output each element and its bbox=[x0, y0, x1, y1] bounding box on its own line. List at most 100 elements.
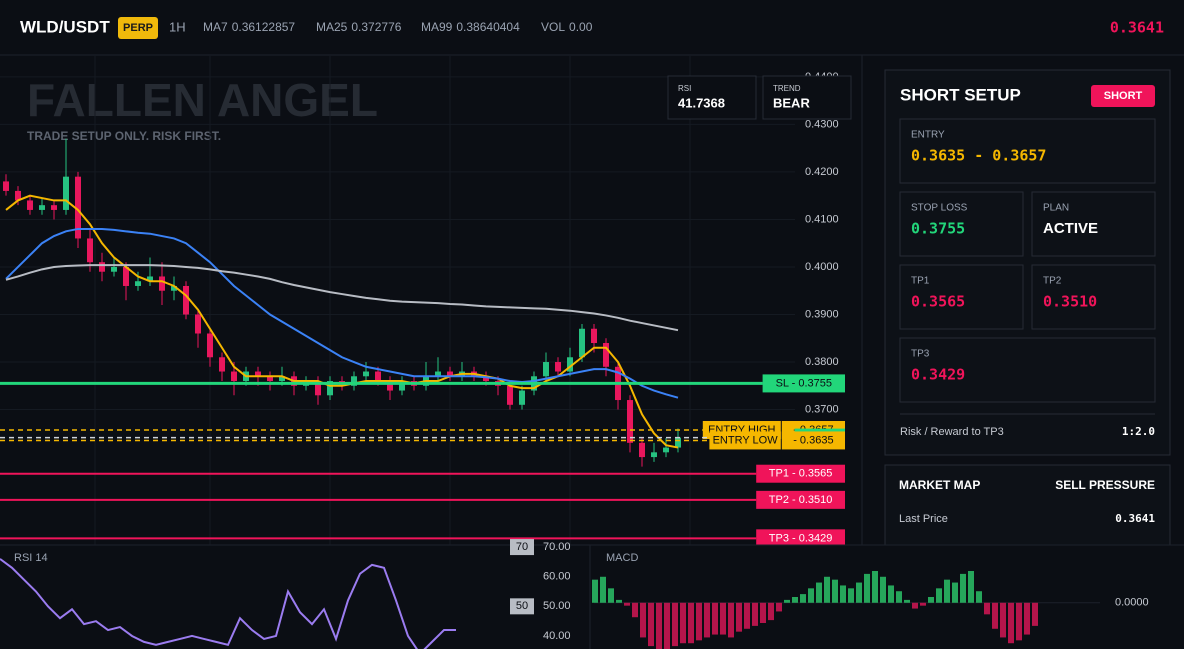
candle-body bbox=[267, 376, 273, 382]
badge-text: PERP bbox=[123, 22, 153, 34]
histogram-bar bbox=[800, 594, 806, 603]
market-map-title: MARKET MAP bbox=[899, 478, 980, 492]
volume-reading: VOL 0.00 bbox=[541, 20, 593, 34]
histogram-bar bbox=[672, 602, 678, 647]
histogram-bar bbox=[720, 602, 726, 635]
tp1-label: TP1 bbox=[911, 276, 930, 287]
entry-value: 0.3635 - 0.3657 bbox=[911, 147, 1046, 165]
candle-body bbox=[3, 181, 9, 191]
candle-body bbox=[627, 400, 633, 443]
histogram-bar bbox=[624, 602, 630, 606]
rsi-title: RSI 14 bbox=[14, 552, 48, 564]
histogram-bar bbox=[848, 588, 854, 603]
ma-value: 0.38640404 bbox=[456, 20, 520, 34]
candle-body bbox=[159, 276, 165, 291]
rsi-line bbox=[0, 558, 456, 649]
stat-box bbox=[667, 75, 757, 120]
candle-body bbox=[435, 371, 441, 377]
plan-box bbox=[1031, 191, 1156, 257]
watermark-title: FALLEN ANGEL bbox=[27, 74, 378, 126]
histogram-bar bbox=[872, 571, 878, 603]
level-box bbox=[510, 598, 534, 615]
candle-body bbox=[519, 390, 525, 405]
histogram-bar bbox=[944, 579, 950, 603]
last-price: 0.3641 bbox=[1110, 19, 1164, 37]
histogram-bar bbox=[768, 602, 774, 621]
entry-label: ENTRY bbox=[911, 130, 945, 141]
setup-badge bbox=[1091, 85, 1155, 107]
candle-body bbox=[543, 362, 549, 377]
candle-body bbox=[603, 343, 609, 367]
tp2-box bbox=[1031, 264, 1156, 330]
histogram-bar bbox=[1032, 602, 1038, 626]
histogram-bar bbox=[792, 597, 798, 603]
histogram-bar bbox=[592, 579, 598, 603]
candle-body bbox=[315, 381, 321, 396]
stat-box bbox=[762, 75, 852, 120]
candle-body bbox=[39, 205, 45, 210]
histogram-bar bbox=[728, 602, 734, 638]
histogram-bar bbox=[704, 602, 710, 638]
histogram-bar bbox=[976, 591, 982, 603]
level-box bbox=[510, 539, 534, 556]
indicator-panels: RSI 14 MACD 0.0000 70.00 60.00 50.00 40.00 7… bbox=[0, 539, 1184, 649]
level-label: TP1 - 0.3565 bbox=[769, 468, 833, 480]
histogram-bar bbox=[888, 585, 894, 603]
candle-body bbox=[507, 385, 513, 405]
candle-body bbox=[51, 205, 57, 210]
candle-body bbox=[363, 371, 369, 377]
histogram-bar bbox=[952, 582, 958, 603]
candle-body bbox=[483, 376, 489, 382]
sl-value: 0.3755 bbox=[911, 220, 965, 238]
histogram-bar bbox=[712, 602, 718, 635]
tp3-value: 0.3429 bbox=[911, 366, 965, 384]
histogram-bar bbox=[904, 599, 910, 603]
tp3-box bbox=[899, 337, 1156, 403]
macd-title: MACD bbox=[606, 552, 638, 564]
histogram-bar bbox=[752, 602, 758, 626]
candle-body bbox=[399, 381, 405, 391]
histogram-bar bbox=[648, 602, 654, 647]
candle-body bbox=[171, 285, 177, 291]
histogram-bar bbox=[1024, 602, 1030, 635]
macd-chart: 0.0000 bbox=[592, 571, 1149, 649]
histogram-bar bbox=[896, 591, 902, 603]
vol-name: VOL bbox=[541, 20, 565, 34]
candle-body bbox=[63, 176, 69, 210]
badge bbox=[118, 17, 158, 39]
histogram-bar bbox=[664, 602, 670, 649]
histogram-bar bbox=[1008, 602, 1014, 644]
histogram-bar bbox=[608, 588, 614, 603]
candle-body bbox=[99, 262, 105, 272]
histogram-bar bbox=[760, 602, 766, 623]
setup-title: SHORT SETUP bbox=[900, 85, 1021, 104]
y-tick-label: 60.00 bbox=[543, 571, 571, 583]
histogram-bar bbox=[824, 576, 830, 603]
ma-name: MA25 bbox=[316, 20, 348, 34]
candle-body bbox=[27, 200, 33, 210]
setup-panel: SHORT SETUP SHORT ENTRY 0.3635 - 0.3657 … bbox=[884, 69, 1171, 576]
tp3-label: TP3 bbox=[911, 349, 930, 360]
candle-body bbox=[207, 333, 213, 358]
histogram-bar bbox=[1000, 602, 1006, 638]
moving-average bbox=[5, 227, 679, 399]
level-box bbox=[756, 490, 845, 509]
candle-body bbox=[447, 371, 453, 377]
plan-label: PLAN bbox=[1043, 203, 1069, 214]
candle-body bbox=[195, 314, 201, 334]
y-tick-label: 0.3900 bbox=[805, 308, 839, 320]
market-row-value: 0.3641 bbox=[1115, 512, 1155, 525]
y-tick-label: 70.00 bbox=[543, 541, 571, 553]
y-tick-label: 0.3800 bbox=[805, 356, 839, 368]
level-box bbox=[756, 529, 845, 545]
moving-average bbox=[5, 264, 679, 332]
market-row-label: Last Price bbox=[899, 513, 948, 525]
candle-body bbox=[639, 442, 645, 458]
stat-label: RSI bbox=[678, 84, 691, 93]
level-box bbox=[781, 431, 845, 450]
candle-body bbox=[111, 266, 117, 272]
histogram-bar bbox=[600, 576, 606, 603]
candle-body bbox=[231, 371, 237, 382]
histogram-bar bbox=[696, 602, 702, 641]
